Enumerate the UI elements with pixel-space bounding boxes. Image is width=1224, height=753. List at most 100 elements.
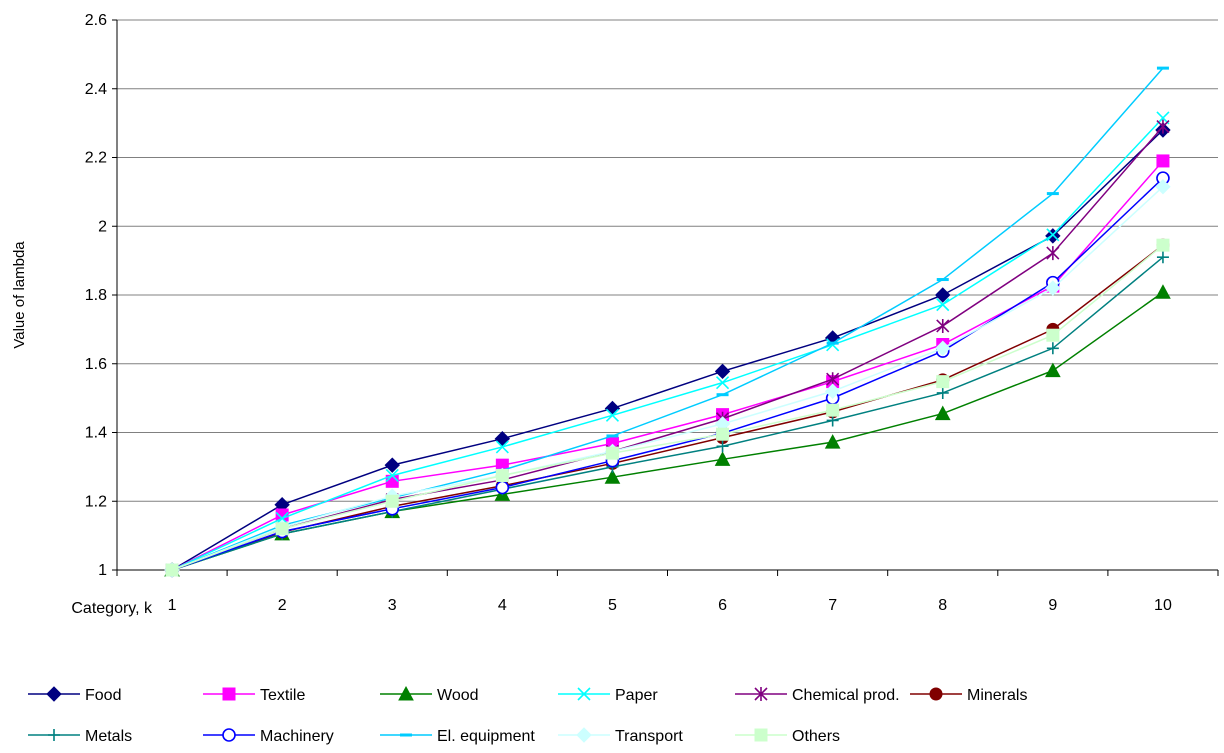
y-tick-label: 2.2	[85, 150, 107, 167]
x-tick-label: 4	[498, 597, 507, 614]
data-point	[495, 468, 509, 482]
legend-marker	[754, 728, 768, 742]
data-point	[936, 375, 950, 389]
legend-label: Others	[792, 728, 840, 745]
x-tick-label: 7	[828, 597, 837, 614]
data-point	[1156, 119, 1170, 134]
series-line	[171, 244, 1164, 571]
legend-item: Food	[28, 686, 121, 704]
data-point	[1046, 342, 1059, 355]
series-textile	[165, 154, 1170, 577]
legend: Food Textile Wood Paper Chemical prod. Minera…	[28, 685, 1027, 745]
legend-label: Machinery	[260, 728, 334, 745]
data-point	[165, 563, 179, 577]
series-el-equipment	[166, 66, 1169, 572]
series-food	[164, 122, 1171, 578]
legend-label: Chemical prod.	[792, 687, 900, 704]
data-point	[714, 363, 731, 380]
y-axis: 1 1.2 1.4 1.6 1.8 2 2.2 2.4 2.6	[85, 12, 118, 579]
legend-marker	[754, 687, 768, 701]
data-point	[1156, 238, 1170, 252]
legend-item: El. equipment	[380, 728, 535, 745]
y-tick-label: 1	[98, 562, 107, 579]
series-line	[171, 160, 1164, 571]
series-metals	[166, 251, 1169, 576]
x-axis: 1 2 3 4 5 6 7 8 9 10	[116, 569, 1219, 614]
data-point	[385, 494, 399, 508]
x-tick-label: 1	[168, 597, 177, 614]
y-tick-label: 1.8	[85, 287, 107, 304]
legend-marker	[222, 728, 236, 742]
data-point	[824, 383, 841, 399]
series-paper	[165, 111, 1170, 577]
data-point	[716, 427, 730, 441]
x-tick-label: 9	[1048, 597, 1057, 614]
data-point	[1046, 328, 1060, 342]
data-point	[495, 440, 509, 454]
legend-label: Paper	[615, 687, 658, 704]
data-point	[1155, 179, 1171, 195]
legend-item: Wood	[380, 685, 479, 704]
series-line	[171, 117, 1164, 571]
data-point	[934, 405, 951, 421]
data-point	[1155, 284, 1171, 299]
data-point	[1045, 362, 1061, 378]
data-point	[1156, 154, 1170, 168]
data-point	[385, 468, 399, 483]
series-others	[165, 238, 1170, 577]
data-point	[605, 408, 620, 422]
legend-marker	[577, 687, 591, 701]
legend-label: El. equipment	[437, 728, 535, 745]
x-tick-label: 2	[278, 597, 287, 614]
legend-item: Chemical prod.	[735, 687, 900, 704]
data-point	[604, 469, 621, 484]
y-tick-label: 1.6	[85, 356, 107, 373]
data-point	[384, 457, 400, 473]
series-line	[171, 126, 1164, 571]
data-point	[936, 298, 950, 312]
legend-item: Machinery	[203, 728, 334, 745]
x-axis-label: Category, k	[71, 600, 153, 617]
y-tick-label: 1.4	[85, 425, 107, 442]
series-line	[171, 186, 1164, 571]
legend-item: Others	[735, 728, 840, 745]
series-line	[171, 256, 1164, 571]
legend-label: Minerals	[967, 687, 1027, 704]
data-point	[716, 440, 729, 453]
data-point	[824, 434, 841, 449]
legend-label: Metals	[85, 728, 132, 745]
series-line	[171, 244, 1164, 571]
series-lines	[164, 66, 1171, 578]
data-point	[494, 430, 511, 447]
legend-marker	[46, 686, 62, 702]
series-machinery	[165, 171, 1170, 577]
data-point	[605, 446, 619, 460]
legend-item: Transport	[558, 727, 683, 745]
legend-label: Food	[85, 687, 121, 704]
series-chemical-prod	[165, 119, 1170, 577]
gridlines	[117, 19, 1218, 502]
data-point	[935, 340, 951, 356]
legend-marker	[398, 685, 414, 701]
legend-marker	[576, 727, 592, 743]
legend-marker	[48, 729, 60, 741]
legend-label: Transport	[615, 728, 683, 745]
legend-item: Minerals	[910, 687, 1027, 704]
y-tick-label: 2.4	[85, 81, 107, 98]
data-point	[275, 522, 289, 536]
data-point	[1156, 251, 1169, 264]
series-transport	[164, 179, 1171, 578]
y-tick-label: 1.2	[85, 493, 107, 510]
x-tick-label: 3	[388, 597, 397, 614]
legend-item: Metals	[28, 728, 132, 745]
legend-label: Textile	[260, 687, 305, 704]
data-point	[936, 318, 950, 333]
legend-label: Wood	[437, 687, 479, 704]
y-tick-label: 2.6	[85, 12, 107, 29]
data-point	[826, 403, 840, 417]
data-point	[1045, 280, 1061, 296]
series-line	[171, 177, 1164, 571]
series-line	[171, 291, 1164, 571]
series-line	[171, 129, 1164, 571]
